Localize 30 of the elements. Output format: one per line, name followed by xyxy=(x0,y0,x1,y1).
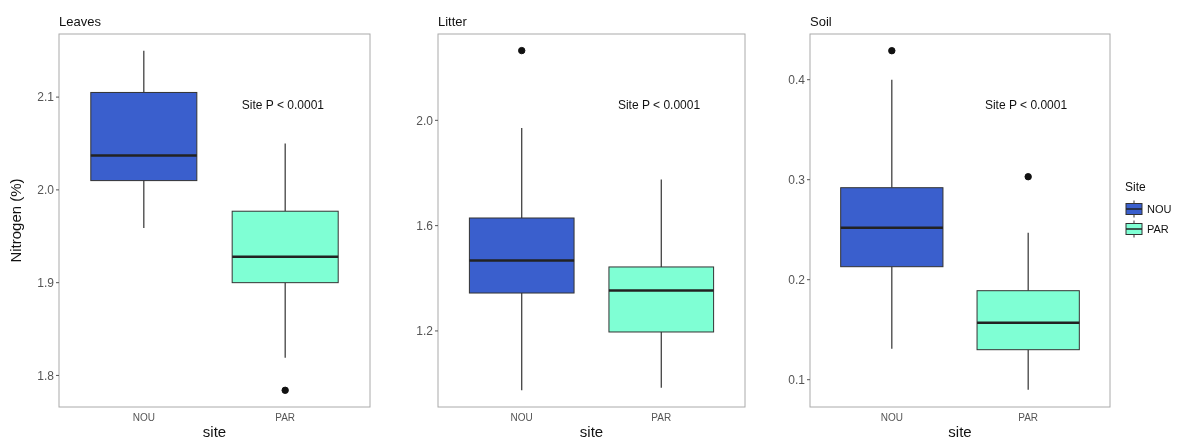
y-tick-label: 1.6 xyxy=(416,218,434,233)
annotation: Site P < 0.0001 xyxy=(241,97,325,112)
x-tick-label: NOU xyxy=(510,412,533,423)
y-tick-label: 1.8 xyxy=(37,368,55,383)
x-axis-title: site xyxy=(948,423,972,440)
y-tick-label: 0.3 xyxy=(788,172,806,187)
y-tick-label: 2.0 xyxy=(37,183,55,198)
chart-title: Leaves xyxy=(59,14,102,29)
x-tick-label: PAR xyxy=(651,412,672,423)
x-tick-label: PAR xyxy=(275,412,296,423)
y-tick-label: 1.9 xyxy=(37,275,55,290)
annotation: Site P < 0.0001 xyxy=(617,97,701,112)
y-tick-label: 1.2 xyxy=(416,324,434,339)
y-tick-label: 0.2 xyxy=(788,272,806,287)
legend-label: PAR xyxy=(1147,222,1169,235)
chart-title: Soil xyxy=(810,14,832,29)
y-tick-label: 2.0 xyxy=(416,113,434,128)
x-tick-label: NOU xyxy=(132,412,155,423)
y-axis-title: Nitrogen (%) xyxy=(7,178,24,263)
legend-label: NOU xyxy=(1147,202,1172,215)
annotation: Site P < 0.0001 xyxy=(984,97,1068,112)
x-tick-label: NOU xyxy=(880,412,903,423)
legend-title: Site xyxy=(1125,179,1146,194)
y-tick-label: 0.1 xyxy=(788,372,806,387)
x-axis-title: site xyxy=(579,423,604,440)
x-tick-label: PAR xyxy=(1018,412,1039,423)
chart-title: Litter xyxy=(438,14,468,29)
y-tick-label: 0.4 xyxy=(788,72,806,87)
y-tick-label: 2.1 xyxy=(37,90,55,105)
x-axis-title: site xyxy=(202,423,227,440)
